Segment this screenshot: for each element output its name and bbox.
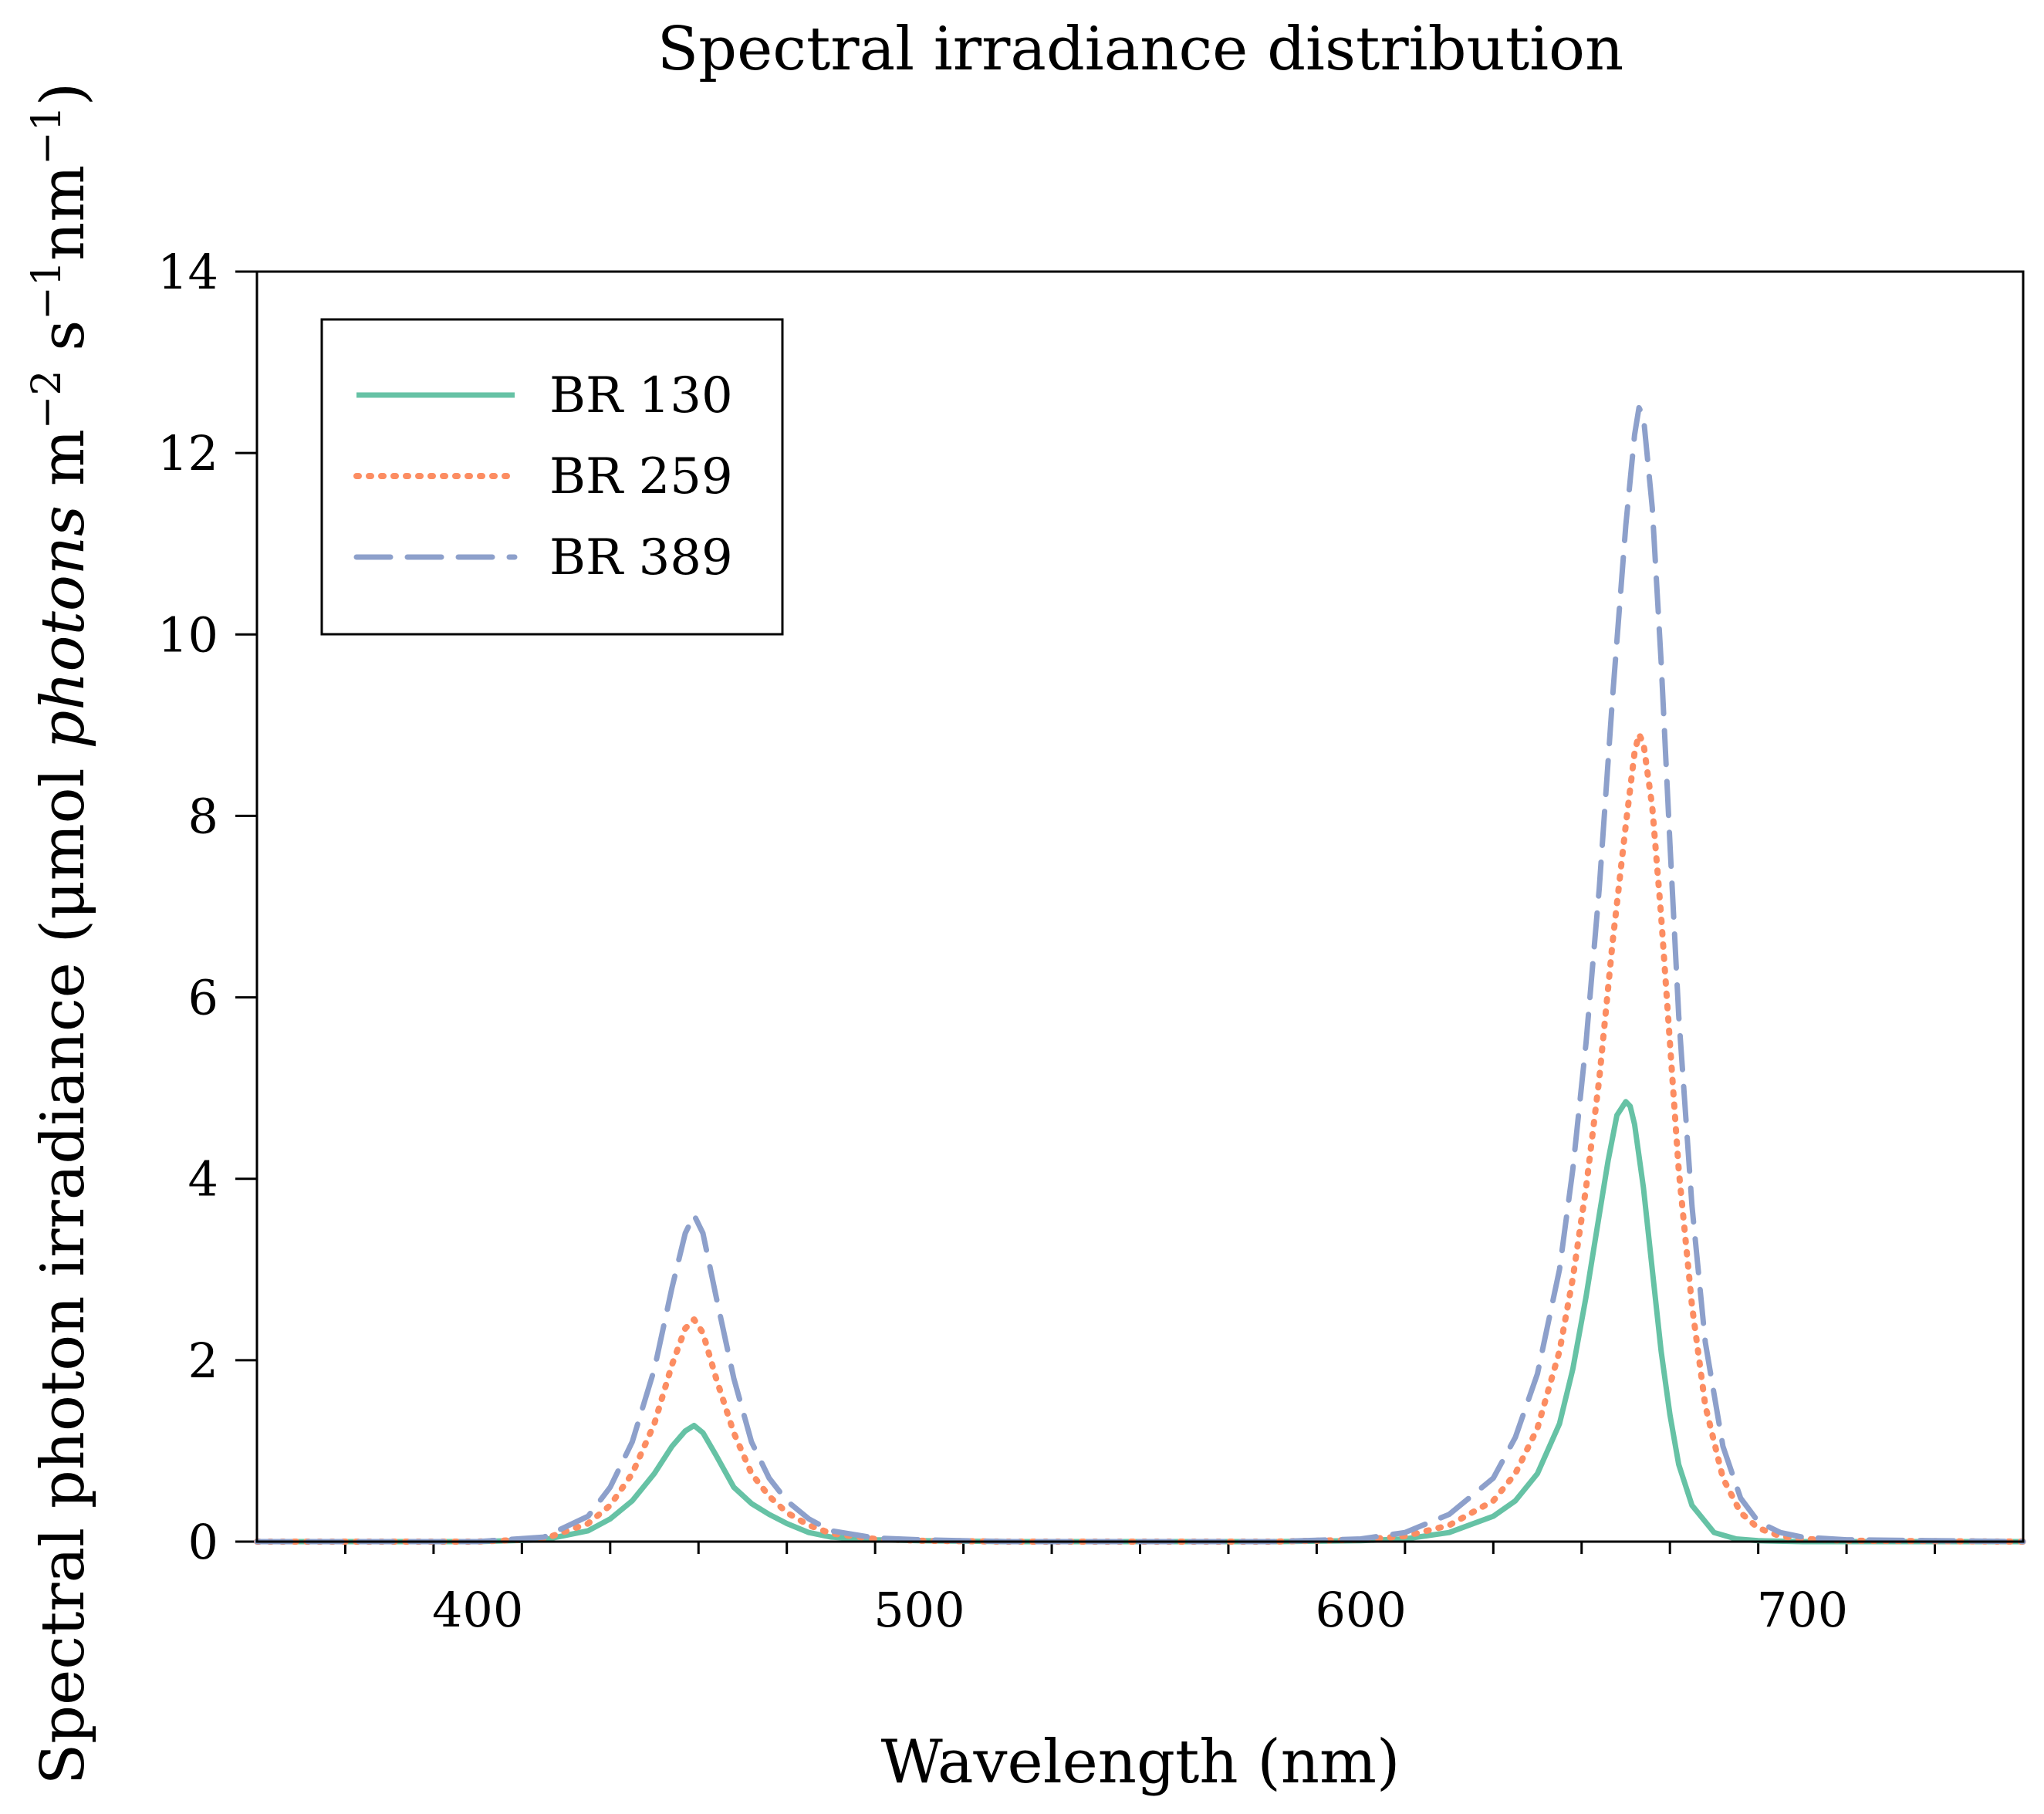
y-tick-label-2: 2 (188, 1333, 218, 1389)
plot-area: 0 2 4 6 8 10 12 14 400 500 600 700 BR 130 BR 259 BR 38… (157, 244, 2026, 1638)
y-axis-label-exp-nm: −1 (24, 106, 70, 165)
x-tick-label-500: 500 (873, 1582, 965, 1638)
series-line-br-389 (254, 404, 2026, 1545)
y-axis-label-prefix: Spectral photon irradiance ( (29, 920, 98, 1785)
x-tick-label-600: 600 (1315, 1582, 1406, 1638)
series-line-br-130 (257, 1099, 2023, 1545)
y-tick-label-8: 8 (188, 788, 218, 844)
y-tick-label-10: 10 (157, 606, 218, 663)
chart-title: Spectral irradiance distribution (657, 15, 1624, 84)
y-axis-label-exp-s: −1 (24, 261, 70, 320)
plot-frame (255, 270, 2025, 1543)
y-axis-label-m: m (29, 429, 98, 505)
y-tick-label-4: 4 (188, 1151, 218, 1208)
y-axis-label-mu: μmol (29, 749, 98, 920)
y-tick-label-14: 14 (157, 244, 218, 300)
y-tick-label-6: 6 (188, 970, 218, 1026)
y-tick-label-12: 12 (157, 425, 218, 481)
y-axis-label-s: s (29, 320, 98, 370)
legend-label-br-130: BR 130 (549, 367, 733, 424)
y-tick-label-0: 0 (188, 1514, 218, 1570)
y-axis-label-suffix: ) (29, 83, 98, 106)
legend-label-br-389: BR 389 (549, 529, 733, 586)
y-axis-label-exp-m: −2 (24, 370, 70, 430)
legend-label-br-259: BR 259 (549, 448, 733, 505)
x-axis-label: Wavelength (nm) (881, 1728, 1400, 1797)
y-axis-label: Spectral photon irradiance (μmol photons… (24, 83, 98, 1785)
series-line-br-259 (254, 731, 2026, 1545)
y-axis-label-photons: photons (29, 505, 98, 749)
x-tick-label-700: 700 (1757, 1582, 1848, 1638)
x-tick-label-400: 400 (432, 1582, 523, 1638)
y-axis-label-nm: nm (29, 165, 98, 261)
